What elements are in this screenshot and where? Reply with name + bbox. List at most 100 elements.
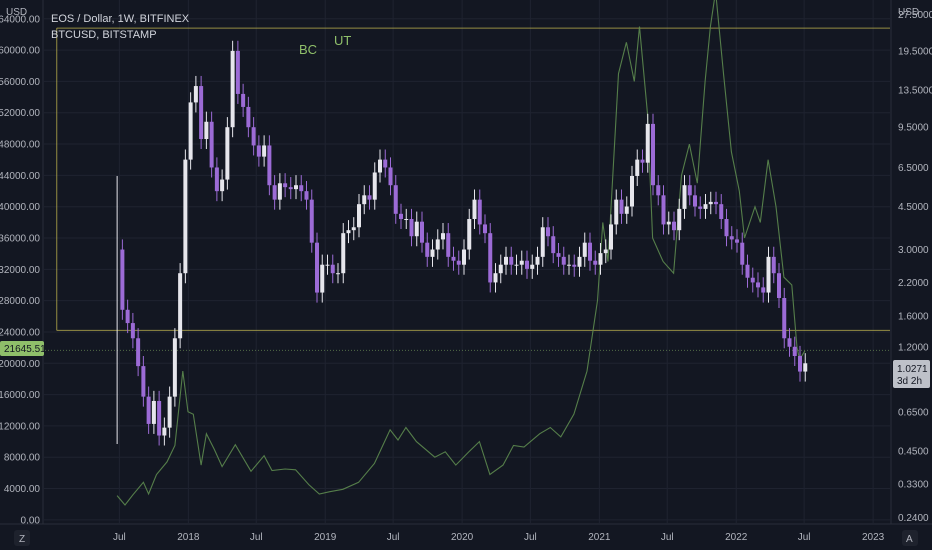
candle-body-74 bbox=[504, 256, 508, 265]
candle-127 bbox=[782, 287, 787, 349]
candle-body-106 bbox=[672, 221, 676, 231]
candle-body-14 bbox=[188, 102, 193, 160]
candle-100 bbox=[640, 149, 645, 173]
candle-63 bbox=[446, 223, 451, 267]
candle-40 bbox=[325, 254, 330, 275]
candle-131 bbox=[803, 353, 808, 382]
candle-body-121 bbox=[750, 277, 755, 283]
right-tick-label-11: 13.5000 bbox=[898, 85, 932, 96]
candle-112 bbox=[703, 194, 708, 219]
candle-body-45 bbox=[351, 227, 356, 231]
right-tick-label-8: 4.5000 bbox=[898, 202, 929, 213]
log-scale-toggle-icon[interactable]: Z bbox=[14, 530, 30, 546]
candle-12 bbox=[178, 263, 183, 349]
candle-22 bbox=[230, 40, 235, 138]
left-tick-label-1: 4000.00 bbox=[4, 484, 41, 495]
candle-9 bbox=[162, 417, 167, 446]
candle-body-23 bbox=[235, 50, 240, 94]
candle-body-17 bbox=[204, 121, 209, 140]
candle-3 bbox=[130, 312, 135, 349]
candle-body-65 bbox=[456, 260, 461, 265]
candle-body-32 bbox=[283, 183, 288, 188]
candle-88 bbox=[577, 246, 582, 277]
candle-80 bbox=[535, 246, 540, 275]
candle-body-39 bbox=[320, 264, 325, 293]
candle-body-128 bbox=[787, 338, 792, 347]
candle-27 bbox=[256, 135, 261, 167]
candle-118 bbox=[735, 229, 739, 253]
candle-body-81 bbox=[540, 227, 545, 257]
btc-line bbox=[116, 0, 806, 506]
candle-21 bbox=[225, 117, 230, 190]
overlay-series-label: BTCUSD, BITSTAMP bbox=[51, 29, 157, 41]
candle-body-21 bbox=[225, 127, 230, 180]
x-tick-label-7: 2021 bbox=[588, 532, 611, 543]
x-tick-label-1: 2018 bbox=[177, 532, 200, 543]
candle-body-119 bbox=[740, 242, 745, 265]
candle-37 bbox=[309, 189, 314, 253]
candle-67 bbox=[467, 208, 472, 260]
left-tick-label-3: 12000.00 bbox=[0, 421, 40, 432]
candle-97 bbox=[624, 196, 629, 224]
candle-28 bbox=[262, 135, 267, 167]
auto-scale-toggle-icon[interactable]: A bbox=[902, 530, 918, 546]
candle-129 bbox=[792, 336, 797, 367]
candle-body-37 bbox=[309, 199, 314, 243]
candle-body-88 bbox=[577, 256, 582, 267]
candle-body-42 bbox=[336, 273, 340, 275]
candle-2 bbox=[125, 299, 130, 334]
candle-125 bbox=[771, 246, 776, 284]
last-price-value: 1.0271 bbox=[897, 364, 928, 375]
candle-110 bbox=[693, 185, 697, 217]
candle-87 bbox=[572, 254, 577, 277]
candle-body-87 bbox=[572, 264, 577, 267]
candle-body-24 bbox=[241, 93, 246, 107]
candle-body-85 bbox=[561, 256, 566, 265]
candle-34 bbox=[294, 175, 298, 200]
candle-75 bbox=[509, 246, 514, 275]
candle-body-46 bbox=[357, 204, 361, 228]
candle-body-126 bbox=[777, 273, 781, 298]
candle-body-76 bbox=[514, 264, 519, 266]
candle-body-75 bbox=[509, 256, 514, 265]
candle-body-100 bbox=[640, 159, 645, 163]
candle-23 bbox=[235, 40, 240, 104]
candle-body-89 bbox=[582, 242, 587, 257]
candle-body-33 bbox=[288, 187, 293, 190]
candle-body-10 bbox=[167, 396, 172, 428]
candle-113 bbox=[708, 191, 713, 215]
candle-66 bbox=[462, 239, 466, 275]
candle-56 bbox=[409, 208, 414, 247]
candle-body-77 bbox=[519, 260, 524, 265]
candle-107 bbox=[677, 198, 682, 241]
candle-13 bbox=[183, 149, 188, 284]
chart-title: EOS / Dollar, 1W, BITFINEX bbox=[51, 13, 190, 25]
left-tick-label-10: 40000.00 bbox=[0, 202, 40, 213]
price-tag-btc: 21645.51 bbox=[0, 341, 46, 356]
candle-14 bbox=[188, 92, 193, 170]
candle-body-103 bbox=[656, 185, 661, 196]
candle-body-124 bbox=[766, 256, 771, 293]
left-tick-label-14: 56000.00 bbox=[0, 77, 40, 88]
candle-94 bbox=[609, 214, 613, 260]
candle-70 bbox=[483, 214, 487, 244]
candle-body-7 bbox=[151, 400, 156, 424]
candle-body-102 bbox=[651, 123, 655, 186]
candle-26 bbox=[251, 117, 256, 156]
candle-body-62 bbox=[441, 233, 445, 240]
candle-body-125 bbox=[771, 256, 776, 274]
candle-body-54 bbox=[399, 213, 403, 219]
x-tick-label-11: 2023 bbox=[862, 532, 885, 543]
candle-body-38 bbox=[315, 242, 319, 293]
candle-body-86 bbox=[567, 264, 571, 266]
candle-51 bbox=[383, 149, 388, 178]
candle-body-101 bbox=[645, 123, 650, 163]
candle-body-64 bbox=[451, 256, 456, 261]
candle-body-95 bbox=[614, 199, 619, 225]
candle-16 bbox=[199, 75, 204, 150]
candle-17 bbox=[204, 111, 209, 150]
left-tick-label-11: 44000.00 bbox=[0, 171, 40, 182]
candle-19 bbox=[214, 157, 219, 202]
candle-body-91 bbox=[593, 260, 598, 265]
candle-body-118 bbox=[735, 239, 739, 243]
